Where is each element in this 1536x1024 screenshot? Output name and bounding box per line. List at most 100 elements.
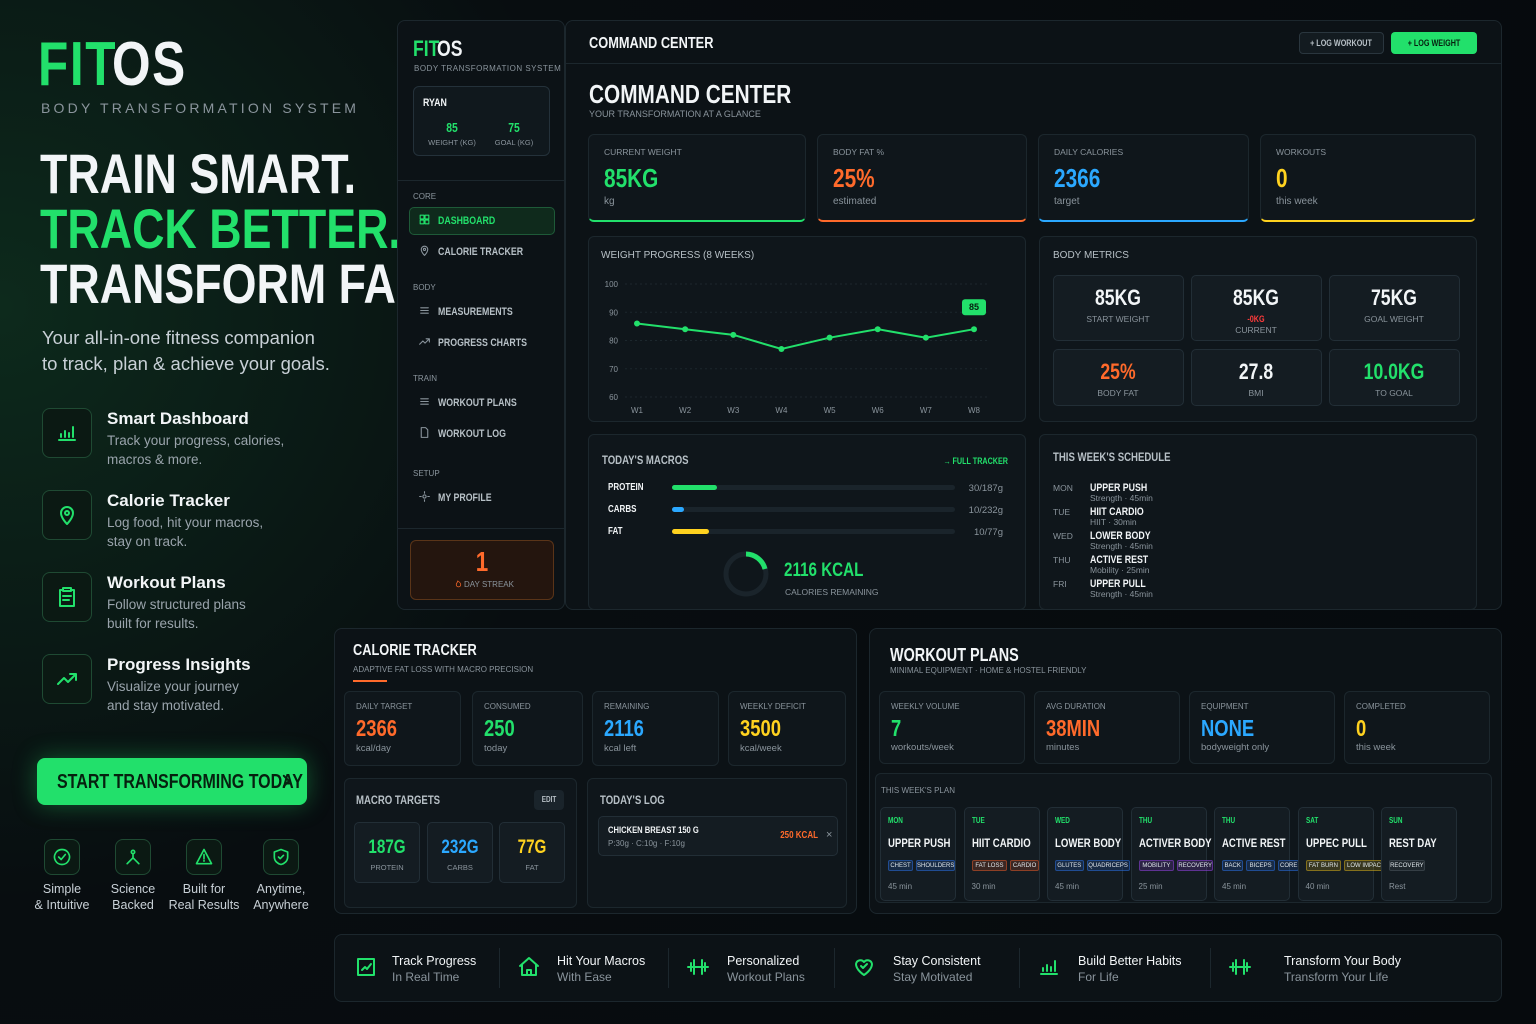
nav-heading: BODY — [413, 283, 436, 292]
nav-item[interactable]: MEASUREMENTS — [438, 306, 513, 318]
target-tile — [354, 822, 420, 883]
panel-subtitle: MINIMAL EQUIPMENT · HOME & HOSTEL FRIEND… — [890, 666, 1087, 675]
metric-value: 25% — [1100, 359, 1136, 384]
day-label: THU — [1138, 816, 1152, 825]
target-label: FAT — [525, 863, 539, 872]
day-card — [963, 807, 1040, 901]
button-label[interactable]: + LOG WEIGHT — [1407, 38, 1461, 48]
feature-title: Progress Insights — [107, 655, 251, 674]
tag — [916, 860, 956, 871]
target-value: 77G — [517, 837, 547, 858]
feature-text: Follow structured plans — [107, 597, 246, 612]
chart-panel — [588, 236, 1026, 422]
nav-item[interactable]: WORKOUT LOG — [438, 428, 506, 440]
stat-label: WEEKLY DEFICIT — [740, 702, 806, 711]
nav-item[interactable]: MY PROFILE — [438, 492, 492, 504]
calories-remaining: 2116 KCAL — [784, 560, 864, 581]
remove-button[interactable]: × — [826, 829, 833, 841]
icon — [195, 848, 213, 865]
badge-icon-box — [44, 839, 80, 875]
user-weight: 85 — [446, 120, 458, 135]
description: Your all-in-one fitness companion — [42, 327, 315, 348]
user-weight-label: WEIGHT (KG) — [428, 138, 476, 147]
point — [874, 326, 881, 333]
schedule-detail: Strength · 45min — [1090, 541, 1153, 551]
schedule-detail: Strength · 45min — [1090, 589, 1153, 599]
schedule-day: TUE — [1053, 507, 1070, 517]
tag — [1010, 860, 1039, 871]
metric-label: CURRENT — [1235, 325, 1277, 335]
icon — [60, 506, 74, 525]
day-name: UPPER PUSH — [888, 836, 951, 850]
x-tick-label: W3 — [727, 406, 740, 415]
badge-text: Built for — [182, 882, 226, 896]
stat-note: kg — [604, 196, 615, 207]
stat-value: 7 — [891, 715, 902, 741]
tag-label: BACK — [1224, 862, 1241, 869]
day-card — [1047, 807, 1123, 901]
cta-button[interactable] — [37, 758, 307, 805]
tag-label: BICEPS — [1249, 862, 1272, 869]
day-label: MON — [888, 816, 903, 825]
stat-value: 38MIN — [1046, 715, 1101, 741]
day-name: REST DAY — [1389, 836, 1437, 850]
line — [636, 322, 975, 351]
schedule-name: HIIT CARDIO — [1090, 506, 1144, 518]
button-label[interactable]: + LOG WORKOUT — [1310, 38, 1372, 48]
log-macros: P:30g · C:10g · F:10g — [608, 839, 685, 848]
metric-value: 75KG — [1371, 285, 1417, 310]
stat-note: minutes — [1046, 742, 1080, 753]
tag-label: MOBILITY — [1142, 862, 1171, 869]
divider — [398, 180, 564, 181]
stat-card — [879, 691, 1025, 764]
description: to track, plan & achieve your goals. — [42, 353, 330, 374]
user-name: RYAN — [423, 97, 447, 109]
link[interactable]: → FULL TRACKER — [943, 456, 1008, 466]
y-tick-label: 80 — [609, 337, 618, 346]
stat-note: bodyweight only — [1201, 742, 1270, 753]
macro-bar — [672, 485, 718, 490]
point — [778, 345, 785, 352]
metric-value: 10.0KG — [1363, 359, 1425, 384]
button-label[interactable]: EDIT — [541, 795, 557, 804]
day-label: WED — [1055, 816, 1070, 825]
tag-label: FAT BURN — [1308, 862, 1338, 869]
tag — [1305, 860, 1342, 871]
icon — [687, 959, 709, 975]
point — [730, 331, 737, 338]
day-name: ACTIVE REST — [1222, 836, 1286, 850]
metric-tile — [1329, 349, 1460, 406]
tagline: BODY TRANSFORMATION SYSTEM — [414, 64, 562, 73]
logo: OS — [112, 30, 187, 99]
nav-heading: SETUP — [413, 469, 440, 478]
nav-item[interactable]: CALORIE TRACKER — [438, 246, 524, 258]
day-duration: 40 min — [1305, 882, 1330, 891]
cta-label[interactable]: START TRANSFORMING TODAY — [57, 771, 303, 793]
metric-value: 27.8 — [1238, 359, 1274, 384]
stat-value: 250 — [484, 715, 515, 741]
button[interactable] — [534, 790, 564, 810]
accent-line — [353, 680, 387, 682]
footer-text: Workout Plans — [727, 970, 805, 984]
stat-value: 2366 — [356, 715, 397, 741]
nav-item[interactable]: WORKOUT PLANS — [438, 397, 517, 409]
icon — [282, 774, 290, 788]
stat-note: target — [1054, 196, 1080, 207]
footer-bar — [334, 934, 1502, 1002]
stat-label: CURRENT WEIGHT — [604, 147, 682, 157]
button[interactable] — [1391, 32, 1477, 54]
nav-item[interactable]: DASHBOARD — [438, 215, 496, 227]
footer-title: Track Progress — [392, 954, 477, 968]
badge-text: Simple — [42, 882, 82, 896]
logo: OS — [437, 36, 463, 61]
nav-item[interactable]: PROGRESS CHARTS — [438, 337, 527, 349]
divider — [834, 948, 835, 988]
button[interactable] — [1299, 32, 1384, 54]
day-card — [1297, 807, 1374, 901]
day-card — [1214, 807, 1290, 901]
metric-value: 85KG — [1095, 285, 1141, 310]
stat-note: this week — [1356, 742, 1396, 753]
footer-text: For Life — [1078, 970, 1119, 984]
tag — [1389, 860, 1425, 871]
tag-label: CHEST — [890, 862, 911, 869]
